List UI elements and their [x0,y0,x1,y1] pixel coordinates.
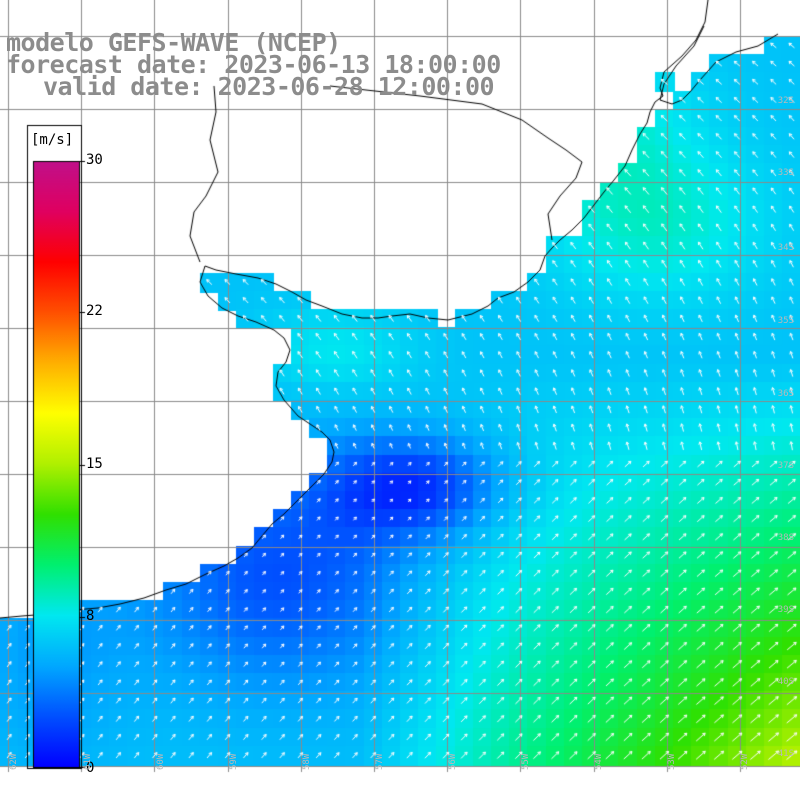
lon-label: 62W [9,753,19,770]
lon-label: 52W [740,753,750,770]
lon-label: 55W [521,753,531,770]
lon-label: 59W [229,753,239,770]
lon-label: 61W [83,753,93,770]
model-title: modelo GEFS-WAVE (NCEP) [6,28,341,57]
lon-label: 54W [594,753,604,770]
lon-label: 57W [375,753,385,770]
lat-label: 41S [777,749,794,759]
lat-label: 40S [777,677,794,687]
valid-date: valid date: 2023-06-28 12:00:00 [43,72,495,101]
colorbar-tick-0: 0 [86,760,95,776]
colorbar-tick-30: 30 [86,152,103,168]
lat-label: 35S [777,316,794,326]
lon-label: 58W [302,753,312,770]
lat-label: 33S [777,168,794,178]
forecast-date: forecast date: 2023-06-13 18:00:00 [6,50,501,79]
colorbar-tick-15: 15 [86,456,103,472]
lat-label: 34S [777,243,794,253]
lat-label: 39S [777,605,794,615]
colorbar-unit: [m/s] [31,132,74,148]
lat-label: 32S [777,96,794,106]
lat-label: 37S [777,461,794,471]
colorbar-tick-22: 22 [86,303,103,319]
colorbar-tick-8: 8 [86,608,95,624]
lat-label: 36S [777,389,794,399]
lat-label: 38S [777,533,794,543]
lon-label: 56W [448,753,458,770]
lon-label: 60W [156,753,166,770]
lon-label: 53W [667,753,677,770]
